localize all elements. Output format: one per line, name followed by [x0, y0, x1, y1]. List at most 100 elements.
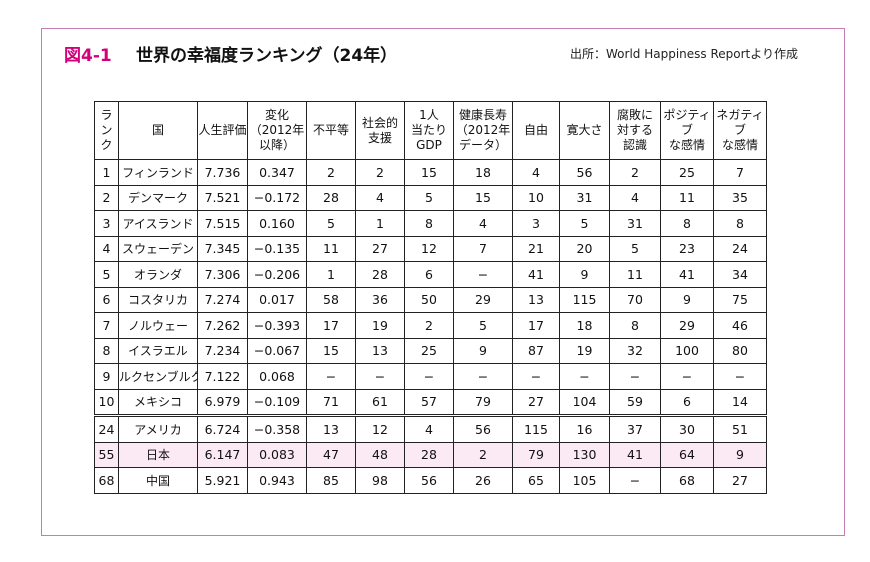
- cell-negative-affect: 80: [713, 337, 767, 364]
- cell-positive-affect: 100: [660, 337, 714, 364]
- cell-rank: 9: [94, 363, 119, 390]
- cell-inequality: 1: [306, 261, 356, 288]
- cell-life-evaluation: 7.122: [197, 363, 248, 390]
- header-line: 当たり: [410, 123, 447, 137]
- table-row: 3 アイスランド 7.515 0.160 5 1 8 4 3 5 31 8 8: [94, 210, 767, 237]
- cell-change: 0.083: [247, 441, 307, 468]
- header-line: ク: [100, 138, 113, 152]
- header-change: 変化 （2012年 以降）: [247, 101, 307, 160]
- header-generosity: 寛大さ: [559, 101, 610, 160]
- table-row: 4 スウェーデン 7.345 −0.135 11 27 12 7 21 20 5 23 24: [94, 235, 767, 262]
- cell-generosity: 18: [559, 312, 610, 339]
- cell-country: アメリカ: [118, 414, 198, 443]
- cell-gdp-per-capita: 56: [404, 467, 454, 494]
- happiness-ranking-table: ランク国人生評価 変化 （2012年 以降） 不平等 社会的 支援 1人 当たり GDP 健康長寿（…: [94, 101, 767, 494]
- cell-negative-affect: 8: [713, 210, 767, 237]
- cell-healthy-life: 7: [453, 235, 513, 262]
- cell-negative-affect: −: [713, 363, 767, 390]
- table-row: 7 ノルウェー 7.262 −0.393 17 19 2 5 17 18 8 29 46: [94, 312, 767, 339]
- cell-change: −0.206: [247, 261, 307, 288]
- cell-corruption: 37: [609, 414, 661, 443]
- cell-corruption: 41: [609, 441, 661, 468]
- cell-positive-affect: 23: [660, 235, 714, 262]
- header-rank: ランク: [94, 101, 119, 160]
- header-line: 支援: [367, 130, 392, 145]
- cell-healthy-life: 15: [453, 184, 513, 211]
- cell-freedom: 27: [512, 388, 560, 416]
- cell-negative-affect: 35: [713, 184, 767, 211]
- cell-generosity: 104: [559, 388, 610, 416]
- header-line: 対する: [616, 123, 653, 137]
- cell-change: −0.393: [247, 312, 307, 339]
- cell-change: 0.347: [247, 159, 307, 186]
- cell-life-evaluation: 7.521: [197, 184, 248, 211]
- cell-freedom: 79: [512, 441, 560, 468]
- cell-social-support: 36: [355, 286, 405, 313]
- cell-gdp-per-capita: 8: [404, 210, 454, 237]
- cell-corruption: 59: [609, 388, 661, 416]
- header-line: な感情: [721, 138, 758, 152]
- source-note: 出所：World Happiness Reportより作成: [570, 47, 798, 61]
- cell-negative-affect: 9: [713, 441, 767, 468]
- header-line: ネガティブ: [716, 108, 764, 137]
- cell-country: 中国: [118, 467, 198, 494]
- table-row: 6 コスタリカ 7.274 0.017 58 36 50 29 13 115 70 9 75: [94, 286, 767, 313]
- cell-rank: 8: [94, 337, 119, 364]
- table-row: 10 メキシコ 6.979 −0.109 71 61 57 79 27 104 59 6 14: [94, 388, 767, 416]
- header-line: 以降）: [258, 138, 295, 152]
- table-row: 8 イスラエル 7.234 −0.067 15 13 25 9 87 19 32 100 80: [94, 337, 767, 364]
- cell-inequality: 15: [306, 337, 356, 364]
- cell-negative-affect: 34: [713, 261, 767, 288]
- table-row: 2 デンマーク 7.521 −0.172 28 4 5 15 10 31 4 11 35: [94, 184, 767, 211]
- cell-social-support: 61: [355, 388, 405, 416]
- figure-title: 世界の幸福度ランキング（24年）: [136, 46, 398, 66]
- cell-freedom: 13: [512, 286, 560, 313]
- cell-inequality: 2: [306, 159, 356, 186]
- table-row: 1 フィンランド 7.736 0.347 2 2 15 18 4 56 2 25 7: [94, 159, 767, 186]
- cell-social-support: 2: [355, 159, 405, 186]
- cell-healthy-life: 2: [453, 441, 513, 468]
- cell-life-evaluation: 7.274: [197, 286, 248, 313]
- cell-gdp-per-capita: 25: [404, 337, 454, 364]
- cell-healthy-life: −: [453, 261, 513, 288]
- cell-rank: 7: [94, 312, 119, 339]
- cell-rank: 68: [94, 467, 119, 494]
- cell-generosity: 16: [559, 414, 610, 443]
- cell-rank: 1: [94, 159, 119, 186]
- cell-social-support: 27: [355, 235, 405, 262]
- cell-gdp-per-capita: 12: [404, 235, 454, 262]
- cell-negative-affect: 7: [713, 159, 767, 186]
- cell-rank: 55: [94, 441, 119, 468]
- cell-country: 日本: [118, 441, 198, 468]
- cell-gdp-per-capita: 6: [404, 261, 454, 288]
- header-line: 健康長寿: [458, 108, 507, 122]
- cell-gdp-per-capita: 2: [404, 312, 454, 339]
- cell-social-support: 4: [355, 184, 405, 211]
- cell-gdp-per-capita: 57: [404, 388, 454, 416]
- header-corruption: 腐敗に 対する 認識: [609, 101, 661, 160]
- cell-change: −0.135: [247, 235, 307, 262]
- cell-life-evaluation: 7.262: [197, 312, 248, 339]
- cell-change: 0.017: [247, 286, 307, 313]
- cell-positive-affect: 29: [660, 312, 714, 339]
- cell-generosity: −: [559, 363, 610, 390]
- cell-corruption: 70: [609, 286, 661, 313]
- cell-freedom: 87: [512, 337, 560, 364]
- cell-social-support: 19: [355, 312, 405, 339]
- cell-freedom: 10: [512, 184, 560, 211]
- figure-frame: [41, 28, 845, 536]
- cell-life-evaluation: 5.921: [197, 467, 248, 494]
- cell-corruption: 11: [609, 261, 661, 288]
- cell-positive-affect: 64: [660, 441, 714, 468]
- cell-country: デンマーク: [118, 184, 198, 211]
- header-freedom: 自由: [512, 101, 560, 160]
- header-country: 国: [118, 101, 198, 160]
- cell-rank: 24: [94, 414, 119, 443]
- cell-corruption: 4: [609, 184, 661, 211]
- cell-gdp-per-capita: 28: [404, 441, 454, 468]
- header-negative-affect: ネガティブ な感情: [713, 101, 767, 160]
- header-line: データ）: [458, 138, 507, 152]
- header-line: 認識: [622, 138, 647, 152]
- cell-life-evaluation: 6.979: [197, 388, 248, 416]
- cell-inequality: 5: [306, 210, 356, 237]
